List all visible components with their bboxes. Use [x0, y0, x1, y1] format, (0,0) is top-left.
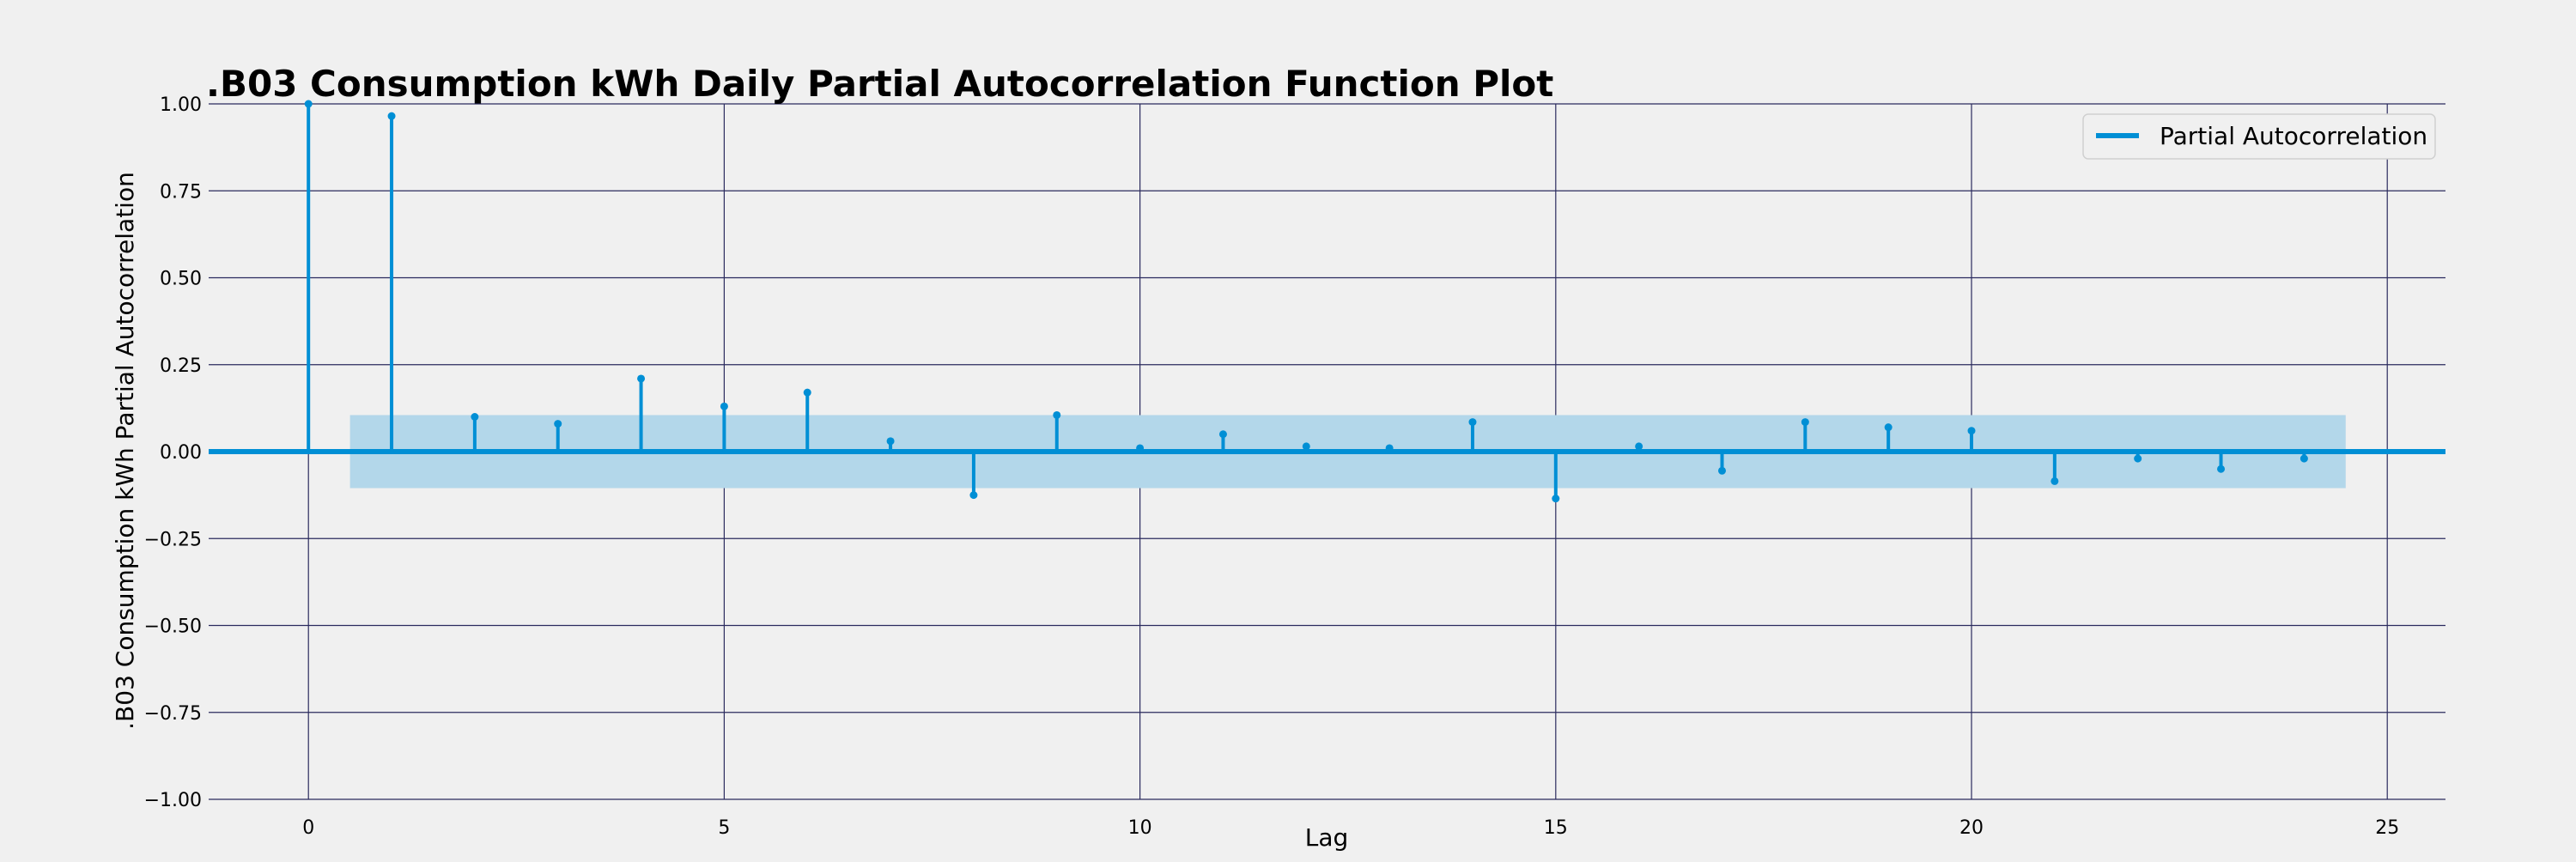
stem-marker [387, 112, 396, 120]
x-tick-label: 25 [2375, 817, 2399, 839]
stem-marker [304, 100, 313, 108]
x-tick-label: 15 [1544, 817, 1568, 839]
stem-marker [1635, 442, 1643, 451]
y-tick-label: 0.50 [160, 269, 202, 290]
stem-marker [2217, 464, 2226, 473]
stem-marker [969, 491, 978, 500]
y-tick-label: 1.00 [160, 94, 202, 116]
stem-marker [2050, 477, 2059, 485]
stem-marker [1136, 444, 1145, 452]
stem-marker [720, 402, 728, 410]
x-tick-label: 0 [302, 817, 314, 839]
stem-marker [1967, 427, 1976, 435]
x-tick-label: 5 [718, 817, 730, 839]
y-tick-label: 0.00 [160, 442, 202, 464]
stem-marker [1552, 495, 1560, 503]
stem-marker [471, 413, 479, 421]
stem-marker [1468, 418, 1477, 427]
y-tick-label: −0.75 [144, 703, 202, 725]
chart-title: .B03 Consumption kWh Daily Partial Autoc… [206, 63, 1553, 105]
stem-marker [886, 437, 895, 446]
stem-layer [304, 100, 2308, 503]
y-tick-label: 0.25 [160, 355, 202, 377]
stem-marker [637, 374, 646, 383]
stem-marker [1884, 423, 1893, 432]
y-tick-label: −1.00 [144, 790, 202, 811]
tick-label-layer: −1.00 −0.75 −0.50 −0.25 0.00 0.25 0.50 0.75 1.00… [144, 94, 2400, 839]
x-tick-label: 20 [1959, 817, 1984, 839]
stem-marker [2300, 454, 2308, 463]
legend-box [2082, 113, 2436, 160]
legend-entry-label: Partial Autocorrelation [2160, 122, 2427, 150]
stem-marker [1801, 418, 1809, 427]
stem-marker [1053, 410, 1061, 419]
legend: Partial Autocorrelation [2082, 113, 2436, 160]
x-axis-label: Lag [1305, 823, 1349, 852]
y-tick-label: 0.75 [160, 181, 202, 203]
stem-marker [1385, 444, 1394, 452]
y-tick-label: −0.50 [144, 616, 202, 638]
stem-marker [2134, 454, 2142, 463]
stem-marker [1218, 430, 1227, 439]
stem-marker [803, 388, 811, 397]
y-axis-label: .B03 Consumption kWh Partial Autocorrela… [111, 172, 139, 730]
stem-marker [1302, 442, 1310, 451]
x-tick-label: 10 [1128, 817, 1152, 839]
stem-marker [1717, 466, 1726, 475]
stem-marker [554, 420, 562, 428]
y-tick-label: −0.25 [144, 529, 202, 550]
